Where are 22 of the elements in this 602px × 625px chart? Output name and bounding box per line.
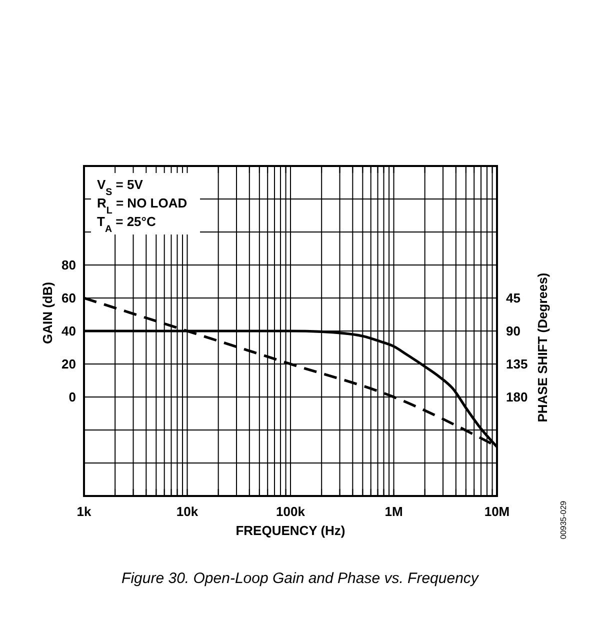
y-tick-label: 80 bbox=[62, 258, 76, 273]
x-tick-label: 100k bbox=[276, 504, 306, 519]
text: Figure 30. Open-Loop Gain and Phase vs. Frequency bbox=[122, 570, 480, 587]
x-tick-label: 1k bbox=[76, 504, 92, 519]
y-tick-label: 60 bbox=[62, 290, 76, 306]
x-axis-title: FREQUENCY (Hz) bbox=[236, 523, 346, 538]
y-axis-title: GAIN (dB) bbox=[40, 282, 55, 344]
annotation: T$_{A}$ = 25°C bbox=[97, 214, 156, 234]
text: 00935-029 bbox=[559, 500, 568, 540]
y2-tick-label: 180 bbox=[506, 390, 528, 405]
x-tick-label: 10k bbox=[176, 504, 199, 519]
annotation: V$_{S}$ = 5V bbox=[97, 177, 144, 198]
y-tick-label: 20 bbox=[62, 356, 76, 372]
y2-tick-label: 135 bbox=[506, 356, 528, 372]
y-tick-label: 0 bbox=[68, 390, 76, 405]
y-tick-label: 40 bbox=[62, 324, 76, 339]
annotation: R$_{L}$ = NO LOAD bbox=[97, 196, 188, 216]
x-tick-label: 10M bbox=[484, 504, 510, 519]
y2-axis-title: PHASE SHIFT (Degrees) bbox=[535, 272, 550, 422]
y2-tick-label: 45 bbox=[506, 290, 520, 306]
y2-tick-label: 90 bbox=[506, 324, 520, 339]
x-tick-label: 1M bbox=[384, 504, 403, 519]
